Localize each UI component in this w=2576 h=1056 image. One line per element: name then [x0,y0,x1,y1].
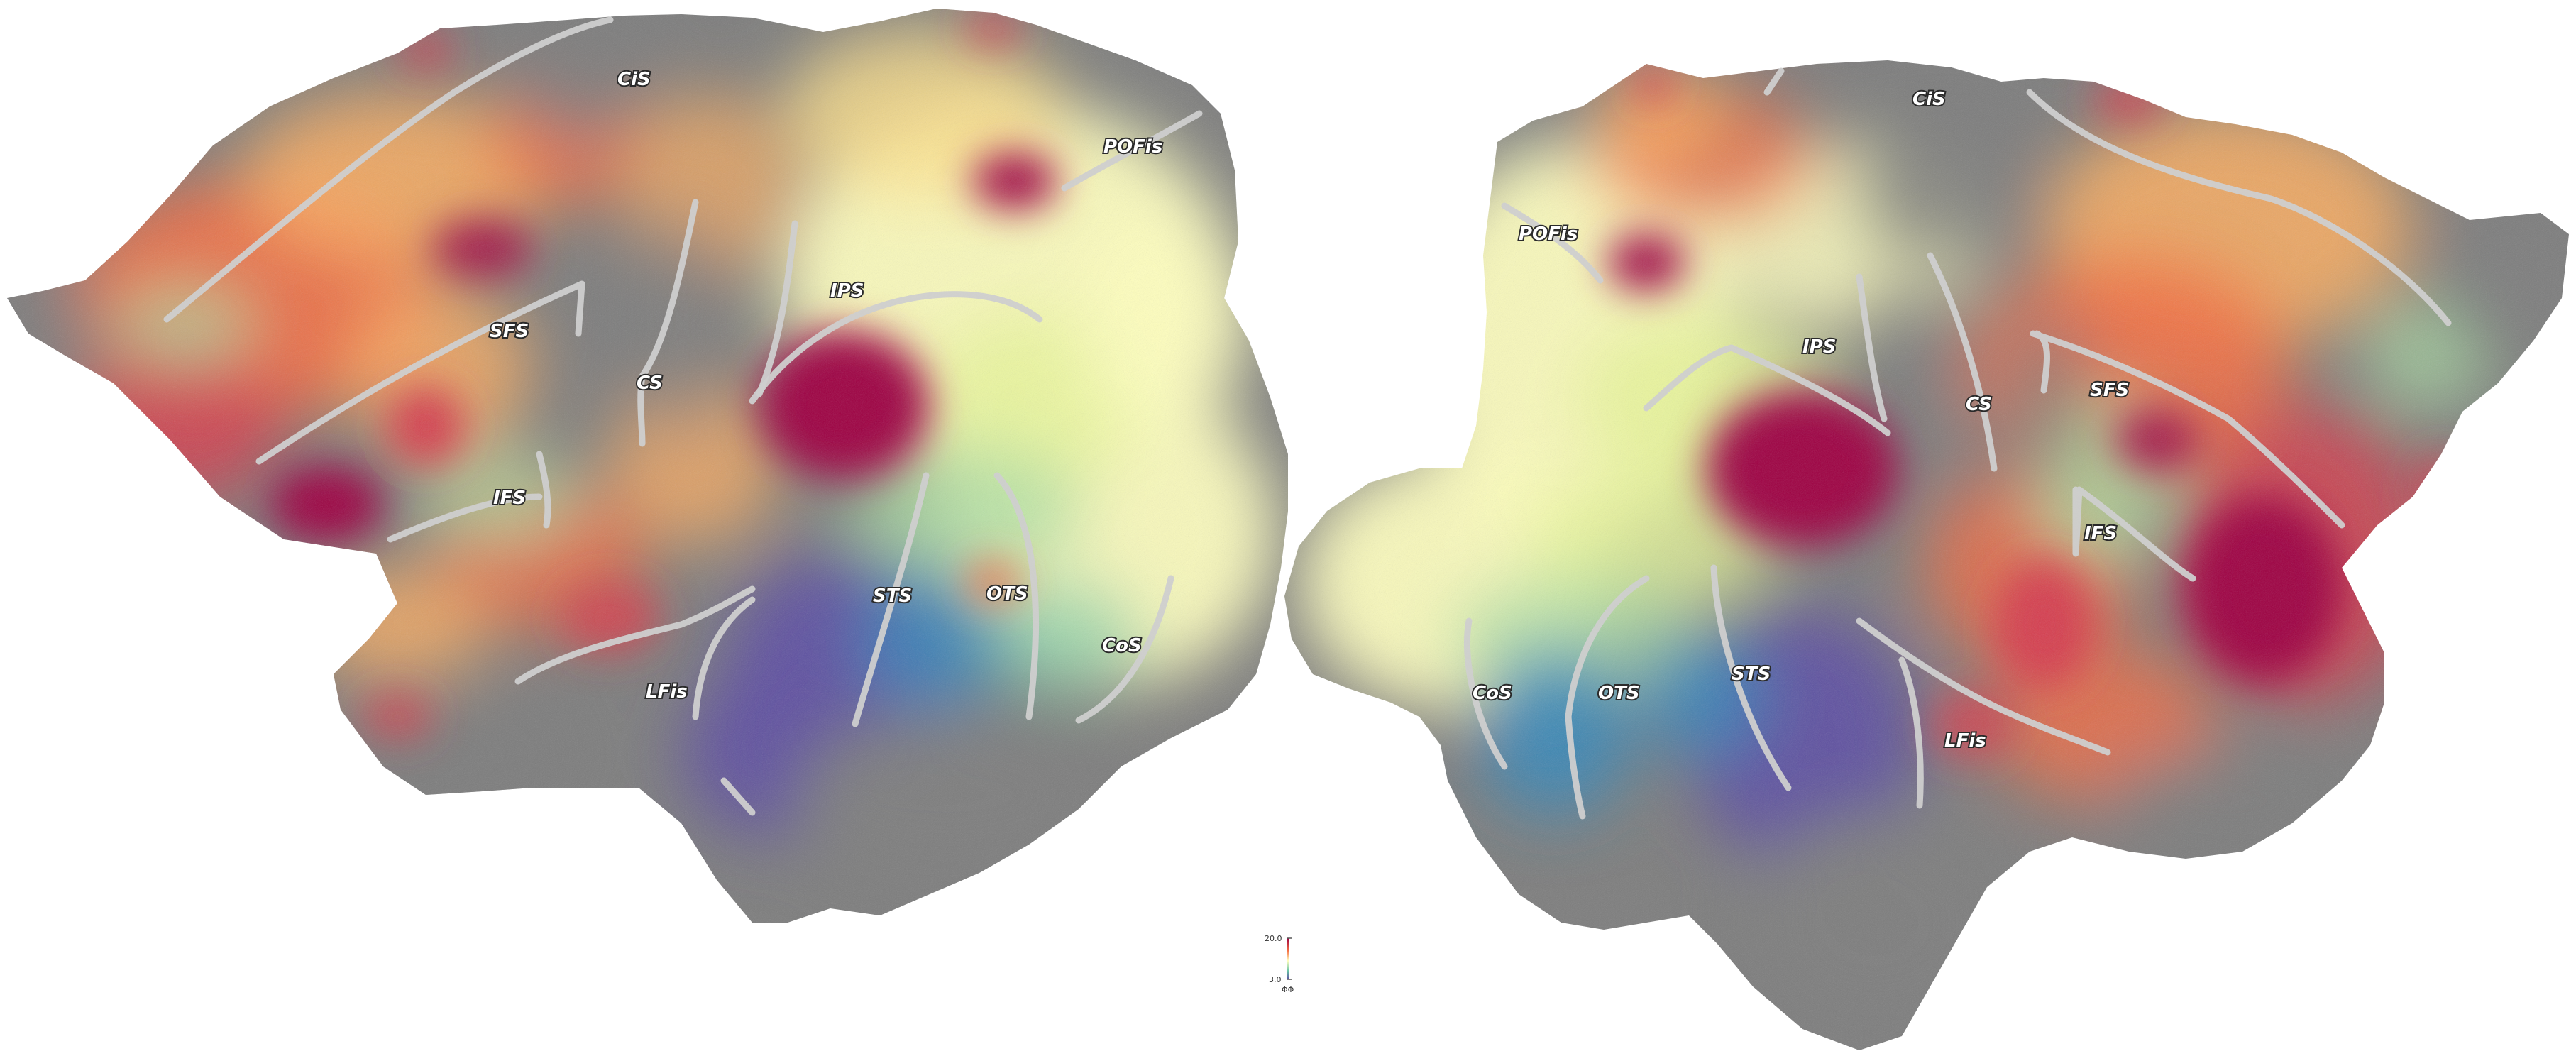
colorbar-min-label: 3.0 [1269,975,1282,984]
left-label-sts: STS [873,585,912,607]
left-label-pofis: POFis [1103,136,1162,158]
right-label-cs: CS [1966,394,1992,415]
colorbar: 20.0 3.0 ΦΦ [1265,934,1294,994]
right-label-cos: CoS [1473,683,1512,704]
colorbar-units-label: ΦΦ [1282,985,1294,994]
left-label-ots: OTS [986,583,1028,605]
left-sulcus-lines [163,16,1203,816]
right-sulcus-lines [1464,67,2452,820]
right-label-sts: STS [1732,664,1771,685]
right-label-lfis: LFis [1944,730,1986,752]
left-label-ifs: IFS [493,488,526,509]
right-sulcus-labels: CiS POFis IPS CS SFS IFS CoS OTS STS LFi… [1471,87,2130,753]
left-label-cos: CoS [1102,635,1142,656]
right-label-ifs: IFS [2084,523,2117,544]
left-label-sfs: SFS [490,321,529,342]
right-hemisphere-flatmap: CiS POFis IPS CS SFS IFS CoS OTS STS LFi… [1284,60,2569,1050]
right-label-pofis: POFis [1519,224,1578,245]
left-label-cis: CiS [617,69,651,90]
left-label-lfis: LFis [646,681,688,703]
colorbar-max-label: 20.0 [1265,934,1282,943]
colorbar-gradient [1287,938,1289,979]
left-hemisphere-flatmap: CiS POFis IPS SFS CS IFS STS OTS CoS LFi… [7,9,1288,923]
left-label-cs: CS [637,373,663,394]
right-label-ips: IPS [1802,336,1836,358]
right-label-sfs: SFS [2090,380,2129,401]
left-label-ips: IPS [830,280,864,302]
left-sulcus-labels: CiS POFis IPS SFS CS IFS STS OTS CoS LFi… [488,67,1164,704]
right-label-ots: OTS [1598,683,1640,704]
right-label-cis: CiS [1912,89,1946,110]
